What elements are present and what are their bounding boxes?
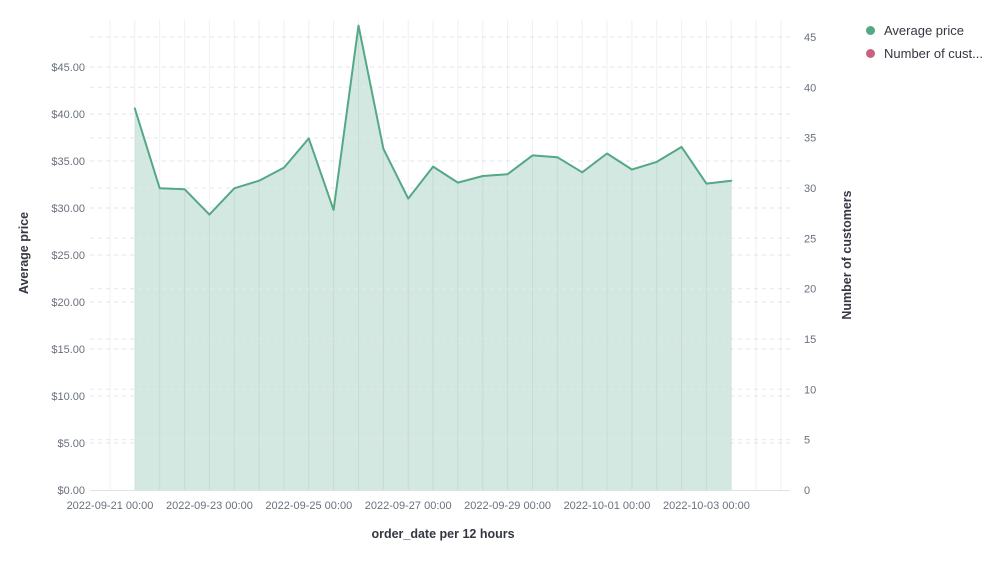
left-tick-label: $25.00 [51,250,85,262]
right-tick-label: 10 [804,384,816,396]
average-price-line-path [133,24,733,216]
x-axis-title: order_date per 12 hours [371,527,515,541]
y-axis-right-tick-labels: 0 5 10 15 20 25 30 35 40 45 [804,32,816,497]
right-tick-label: 30 [804,183,816,195]
x-tick-label: 2022-09-23 00:00 [166,500,253,512]
left-tick-label: $0.00 [57,485,85,497]
legend-item-number-of-customers[interactable]: Number of cust... [866,42,1008,65]
y-axis-left-title: Average price [17,211,31,295]
right-tick-label: 20 [804,284,816,296]
x-axis-tick-labels: 2022-09-21 00:00 2022-09-23 00:00 2022-09-… [67,500,750,512]
y-axis-right-title: Number of customers [840,190,854,320]
x-tick-label: 2022-09-21 00:00 [67,500,154,512]
right-tick-label: 15 [804,334,816,346]
area-fill [134,25,732,490]
x-tick-label: 2022-09-29 00:00 [464,500,551,512]
series-color-dot-average-price [866,26,875,35]
x-tick-label: 2022-09-25 00:00 [265,500,352,512]
right-tick-label: 35 [804,133,816,145]
right-tick-label: 25 [804,233,816,245]
average-price-area-series [134,25,732,490]
left-tick-label: $30.00 [51,203,85,215]
right-tick-label: 0 [804,485,810,497]
left-tick-label: $5.00 [57,438,85,450]
left-tick-label: $40.00 [51,109,85,121]
left-tick-label: $20.00 [51,297,85,309]
legend-item-average-price[interactable]: Average price [866,19,1008,42]
left-tick-label: $35.00 [51,156,85,168]
x-tick-label: 2022-10-03 00:00 [663,500,750,512]
left-tick-label: $45.00 [51,62,85,74]
series-color-dot-number-of-customers [866,49,875,58]
x-tick-label: 2022-10-01 00:00 [564,500,651,512]
left-tick-label: $15.00 [51,344,85,356]
legend: Average price Number of cust... [866,19,1008,65]
average-price-line [133,24,733,216]
vertical-gridlines [109,20,782,490]
left-tick-label: $10.00 [51,391,85,403]
legend-label-number-of-customers: Number of cust... [884,46,983,61]
right-tick-label: 5 [804,435,810,447]
right-tick-label: 45 [804,32,816,44]
right-tick-label: 40 [804,82,816,94]
legend-label-average-price: Average price [884,23,964,38]
x-tick-label: 2022-09-27 00:00 [365,500,452,512]
y-axis-left-tick-labels: $0.00 $5.00 $10.00 $15.00 $20.00 $25.00 $30.00… [51,62,85,497]
